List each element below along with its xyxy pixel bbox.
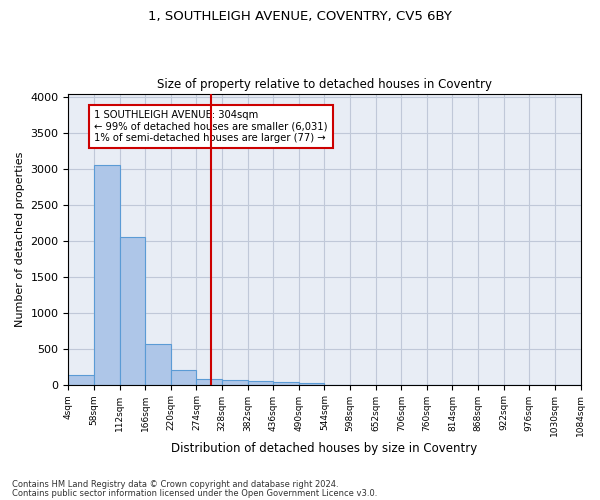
X-axis label: Distribution of detached houses by size in Coventry: Distribution of detached houses by size … xyxy=(172,442,478,455)
Bar xyxy=(299,383,325,384)
Text: Contains public sector information licensed under the Open Government Licence v3: Contains public sector information licen… xyxy=(12,488,377,498)
Text: 1 SOUTHLEIGH AVENUE: 304sqm
← 99% of detached houses are smaller (6,031)
1% of s: 1 SOUTHLEIGH AVENUE: 304sqm ← 99% of det… xyxy=(94,110,328,144)
Text: 1, SOUTHLEIGH AVENUE, COVENTRY, CV5 6BY: 1, SOUTHLEIGH AVENUE, COVENTRY, CV5 6BY xyxy=(148,10,452,23)
Bar xyxy=(196,379,222,384)
Bar xyxy=(94,164,119,384)
Y-axis label: Number of detached properties: Number of detached properties xyxy=(15,152,25,327)
Bar xyxy=(222,380,248,384)
Bar xyxy=(248,381,273,384)
Title: Size of property relative to detached houses in Coventry: Size of property relative to detached ho… xyxy=(157,78,492,91)
Bar xyxy=(145,344,171,385)
Bar xyxy=(171,370,196,384)
Text: Contains HM Land Registry data © Crown copyright and database right 2024.: Contains HM Land Registry data © Crown c… xyxy=(12,480,338,489)
Bar xyxy=(68,376,94,384)
Bar xyxy=(119,236,145,384)
Bar xyxy=(273,382,299,384)
